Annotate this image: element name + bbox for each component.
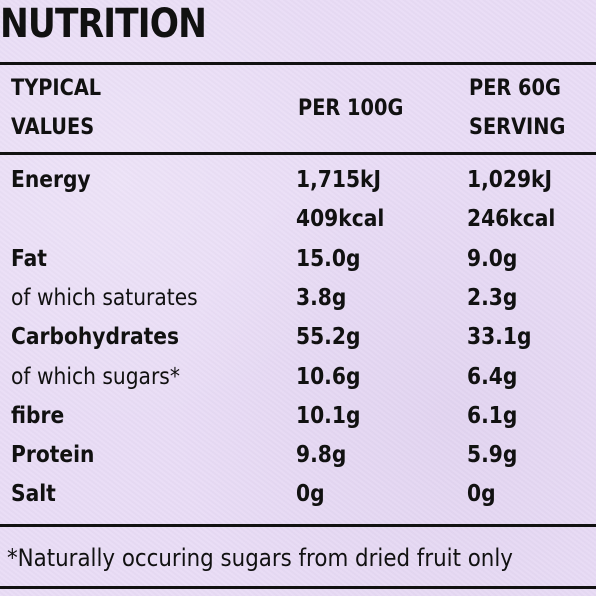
row-name: fibre: [11, 403, 65, 429]
table-row-fat: Fat 15.0g 9.0g: [0, 240, 596, 279]
row-per-100g: 10.1g: [296, 403, 361, 429]
table-row-energy-kcal: 409kcal 246kcal: [0, 200, 596, 239]
header-typical-line1: TYPICAL: [11, 76, 102, 101]
row-per-60g: 33.1g: [467, 324, 532, 350]
table-row-carbohydrates: Carbohydrates 55.2g 33.1g: [0, 318, 596, 357]
row-name: of which sugars*: [11, 364, 180, 390]
row-per-100g: 10.6g: [296, 364, 361, 390]
row-per-60g: 2.3g: [467, 285, 518, 311]
footnote: *Naturally occuring sugars from dried fr…: [7, 544, 513, 572]
row-per-100g: 9.8g: [296, 442, 347, 468]
row-name: Carbohydrates: [11, 324, 180, 350]
row-per-60g: 0g: [467, 481, 496, 507]
row-per-100g: 409kcal: [296, 206, 385, 232]
bottom-rule: [0, 524, 596, 527]
header-rule: [0, 152, 596, 155]
header-per-60g-line1: PER 60G: [469, 76, 561, 101]
row-per-60g: 6.1g: [467, 403, 518, 429]
row-per-100g: 0g: [296, 481, 325, 507]
table-row-salt: Salt 0g 0g: [0, 475, 596, 514]
table-row-saturates: of which saturates 3.8g 2.3g: [0, 279, 596, 318]
header-per-60g-line2: SERVING: [469, 115, 566, 140]
row-per-100g: 1,715kJ: [296, 167, 382, 193]
table-row-sugars: of which sugars* 10.6g 6.4g: [0, 358, 596, 397]
table-row-energy-kj: Energy 1,715kJ 1,029kJ: [0, 161, 596, 200]
nutrition-title: NUTRITION: [0, 1, 207, 47]
row-per-60g: 5.9g: [467, 442, 518, 468]
header-per-100g: PER 100G: [298, 96, 404, 121]
row-per-60g: 246kcal: [467, 206, 556, 232]
row-name: Energy: [11, 167, 91, 193]
row-per-100g: 3.8g: [296, 285, 347, 311]
row-per-100g: 55.2g: [296, 324, 361, 350]
row-name: Salt: [11, 481, 56, 507]
row-name: Fat: [11, 246, 47, 272]
row-per-60g: 6.4g: [467, 364, 518, 390]
top-rule: [0, 62, 596, 65]
row-per-100g: 15.0g: [296, 246, 361, 272]
header-typical-line2: VALUES: [11, 115, 95, 140]
final-rule: [0, 586, 596, 589]
table-row-protein: Protein 9.8g 5.9g: [0, 436, 596, 475]
row-name: Protein: [11, 442, 95, 468]
row-name: of which saturates: [11, 285, 198, 311]
row-per-60g: 1,029kJ: [467, 167, 553, 193]
row-per-60g: 9.0g: [467, 246, 518, 272]
table-row-fibre: fibre 10.1g 6.1g: [0, 397, 596, 436]
